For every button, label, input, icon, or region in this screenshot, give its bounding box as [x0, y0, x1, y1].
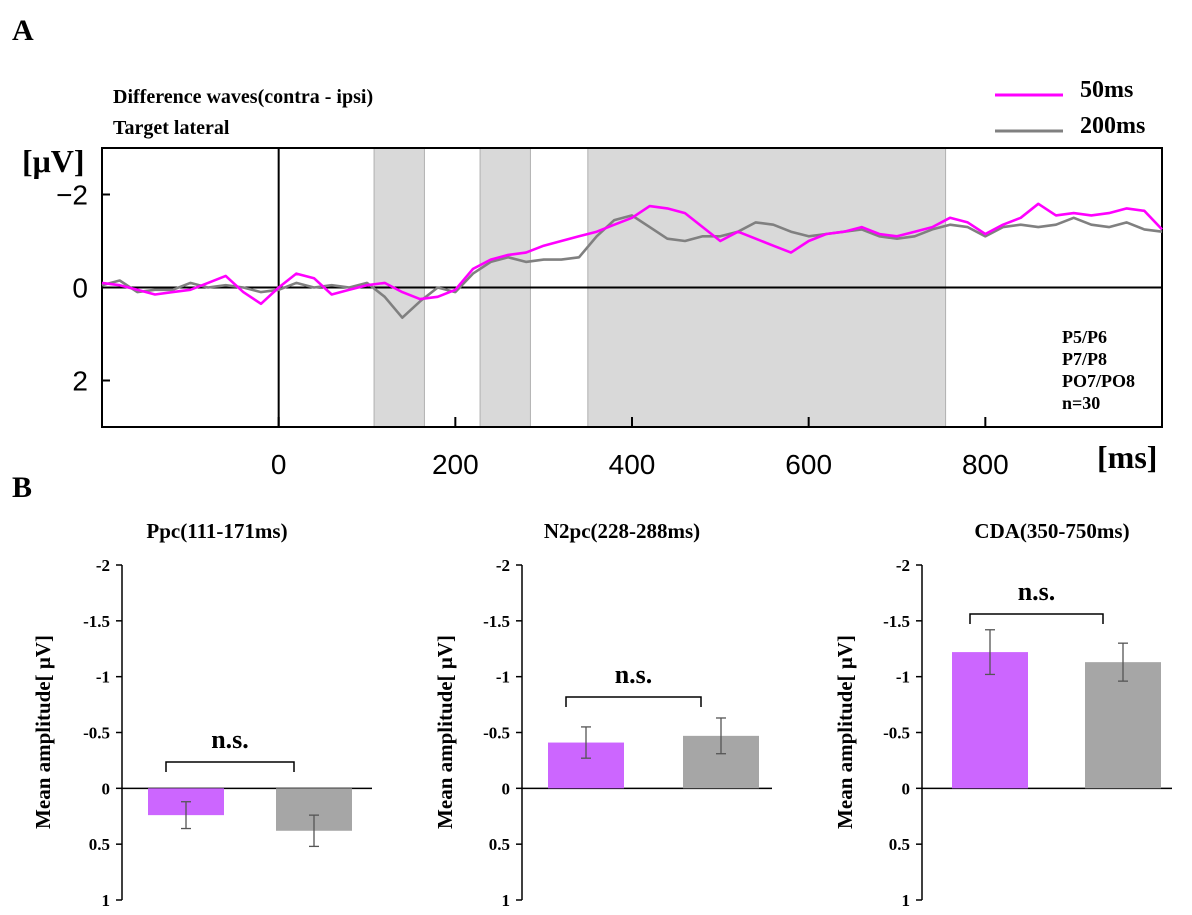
x-axis-label: [ms] [1097, 439, 1157, 475]
panel-label-b: B [12, 471, 32, 504]
series-line-200ms [101, 214, 1163, 320]
y-tick-label: -0.5 [883, 724, 910, 743]
y-tick-label: -2 [496, 556, 510, 575]
legend-label: 50ms [1080, 77, 1133, 103]
significance-label: n.s. [211, 725, 249, 754]
axes: 0 200 400 600 800 −2 0 2 [56, 147, 1163, 480]
y-tick-label: 1 [102, 891, 111, 910]
y-tick-label: −2 [56, 180, 88, 211]
x-tick-label: 600 [785, 449, 832, 480]
y-tick-label: -1 [496, 668, 510, 687]
legend-label: 200ms [1080, 113, 1145, 139]
chart-title: Difference waves(contra - ipsi) [113, 86, 373, 108]
y-tick-label: 0.5 [489, 835, 510, 854]
significance-label: n.s. [1018, 577, 1056, 606]
legend: 50ms 200ms [995, 77, 1145, 139]
y-tick-label: 1 [502, 891, 511, 910]
x-tick-label: 200 [432, 449, 479, 480]
significance-bracket [565, 696, 702, 707]
y-tick-label: 0 [72, 273, 88, 304]
electrode-label: PO7/PO8 [1062, 371, 1135, 391]
bar-chart-y-label: Mean amplitude[ μV] [31, 635, 55, 829]
y-tick-label: -2 [96, 556, 110, 575]
bar-chart-1: Ppc(111-171ms) Mean amplitude[ μV] -2 -1.5 -… [31, 519, 372, 910]
y-tick-label: 0 [502, 779, 511, 798]
bar-chart-2: N2pc(228-288ms) Mean amplitude[ μV] -2 -1.5… [433, 519, 772, 910]
y-tick-label: 0.5 [889, 835, 910, 854]
significance-bracket [165, 761, 295, 772]
bar-chart-title: N2pc(228-288ms) [544, 519, 700, 543]
x-tick-label: 400 [609, 449, 656, 480]
y-tick-label: -1 [96, 668, 110, 687]
y-tick-label: -1.5 [883, 612, 910, 631]
significance-bracket [969, 613, 1104, 624]
electrode-label: n=30 [1062, 393, 1100, 413]
x-tick-label: 0 [271, 449, 287, 480]
bar-chart-title: Ppc(111-171ms) [146, 519, 287, 543]
y-tick-label: 0 [102, 779, 111, 798]
bar-chart-3: CDA(350-750ms) Mean amplitude[ μV] -2 -1.5 -… [833, 519, 1172, 910]
significance-label: n.s. [615, 660, 653, 689]
y-tick-label: -0.5 [483, 724, 510, 743]
chart-subtitle: Target lateral [113, 117, 230, 139]
y-tick-label: 0.5 [89, 835, 110, 854]
y-tick-label: -0.5 [83, 724, 110, 743]
electrode-label: P7/P8 [1062, 349, 1107, 369]
y-tick-label: -1 [896, 668, 910, 687]
bar-charts-panel: Ppc(111-171ms) Mean amplitude[ μV] -2 -1.5 -… [31, 519, 1172, 910]
y-axis-label: [μV] [22, 143, 85, 179]
bar-chart-title: CDA(350-750ms) [974, 519, 1129, 543]
bar-chart-y-label: Mean amplitude[ μV] [833, 635, 857, 829]
y-tick-label: 0 [902, 779, 911, 798]
y-tick-label: -1.5 [483, 612, 510, 631]
bar-chart-y-label: Mean amplitude[ μV] [433, 635, 457, 829]
y-tick-label: 2 [72, 366, 88, 397]
series-lines [101, 202, 1163, 320]
y-tick-label: -2 [896, 556, 910, 575]
y-tick-label: -1.5 [83, 612, 110, 631]
y-tick-label: 1 [902, 891, 911, 910]
line-chart-panel: Difference waves(contra - ipsi) Target l… [22, 77, 1163, 480]
x-tick-label: 800 [962, 449, 1009, 480]
bar-200ms [1085, 662, 1161, 789]
series-line-50ms [101, 202, 1163, 306]
panel-label-a: A [12, 14, 34, 47]
electrode-label: P5/P6 [1062, 327, 1107, 347]
